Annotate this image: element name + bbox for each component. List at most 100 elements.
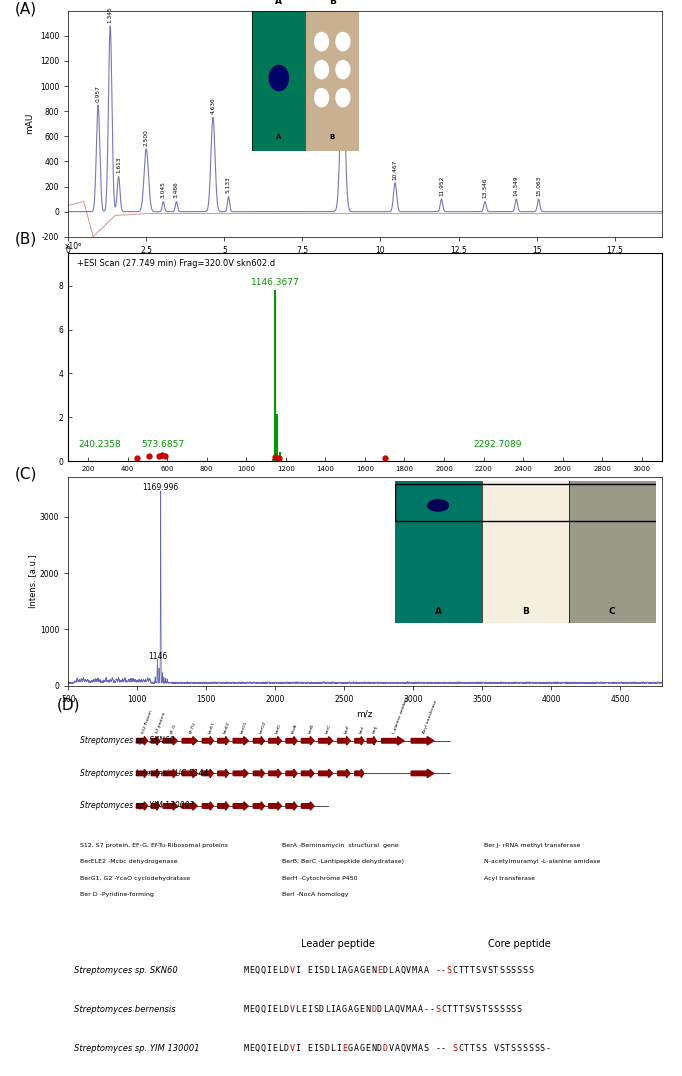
Text: D: D	[284, 1005, 289, 1015]
Y-axis label: mAU: mAU	[25, 113, 34, 134]
Text: N: N	[366, 1005, 370, 1015]
Text: 1.345: 1.345	[108, 6, 113, 23]
Text: L: L	[278, 1005, 283, 1015]
FancyArrow shape	[253, 769, 265, 778]
Text: I: I	[313, 966, 318, 975]
Text: E: E	[272, 1005, 278, 1015]
Text: Q: Q	[255, 1005, 260, 1015]
Text: V: V	[470, 1005, 475, 1015]
Text: S: S	[528, 1045, 533, 1053]
Text: berI: berI	[359, 725, 366, 734]
Text: V: V	[493, 1045, 499, 1053]
FancyArrow shape	[355, 737, 364, 745]
Text: C: C	[453, 966, 458, 975]
Text: berD: berD	[275, 723, 282, 734]
Text: 11.952: 11.952	[439, 175, 444, 196]
Text: N: N	[371, 1045, 376, 1053]
Text: A: A	[412, 1005, 417, 1015]
FancyArrow shape	[301, 769, 314, 778]
FancyArrow shape	[233, 769, 248, 778]
Text: L: L	[383, 1005, 388, 1015]
Text: S: S	[534, 1045, 539, 1053]
Text: M: M	[412, 966, 417, 975]
Text: V: V	[290, 1005, 295, 1015]
FancyArrow shape	[163, 802, 177, 810]
Text: D: D	[383, 966, 388, 975]
Text: L: L	[278, 966, 283, 975]
Text: S: S	[318, 966, 324, 975]
Text: S: S	[318, 1045, 324, 1053]
Text: A: A	[336, 1005, 341, 1015]
Text: berF: berF	[344, 724, 351, 734]
Text: D: D	[377, 1045, 382, 1053]
FancyArrow shape	[136, 737, 147, 745]
Text: E: E	[272, 1045, 278, 1053]
Text: A: A	[417, 1045, 423, 1053]
FancyArrow shape	[286, 802, 297, 810]
FancyArrow shape	[338, 769, 350, 778]
FancyArrow shape	[203, 769, 213, 778]
Text: 240.2358: 240.2358	[78, 440, 121, 449]
FancyArrow shape	[381, 737, 404, 745]
Text: A: A	[417, 1005, 423, 1015]
Text: S: S	[505, 1005, 510, 1015]
FancyArrow shape	[136, 769, 147, 778]
Text: Q: Q	[255, 1045, 260, 1053]
Text: E: E	[249, 1005, 254, 1015]
Text: E: E	[249, 966, 254, 975]
Text: S: S	[476, 1045, 481, 1053]
Text: T: T	[493, 966, 499, 975]
Text: Streptomyces sp. SKN60: Streptomyces sp. SKN60	[80, 736, 175, 746]
Text: Streptomyces bernensis UC 5144: Streptomyces bernensis UC 5144	[80, 769, 208, 778]
Text: E: E	[307, 1045, 312, 1053]
Text: E: E	[366, 966, 370, 975]
Text: A: A	[394, 966, 400, 975]
Text: I: I	[313, 1045, 318, 1053]
Text: 2.500: 2.500	[144, 129, 149, 145]
FancyArrow shape	[301, 737, 314, 745]
Text: B: B	[329, 0, 336, 6]
Text: 573.6857: 573.6857	[141, 440, 185, 449]
Text: Q: Q	[255, 966, 260, 975]
Text: 1.613: 1.613	[116, 157, 121, 173]
Text: Q: Q	[400, 1045, 405, 1053]
Text: 10.467: 10.467	[393, 159, 398, 180]
Text: S: S	[511, 1005, 516, 1015]
Text: V: V	[400, 1005, 405, 1015]
Text: berB: berB	[308, 723, 314, 734]
Text: D: D	[371, 1005, 376, 1015]
Text: S: S	[313, 1005, 318, 1015]
Text: E: E	[301, 1005, 306, 1015]
Text: D: D	[284, 966, 289, 975]
Text: berJ: berJ	[372, 725, 379, 734]
Text: E: E	[366, 1045, 370, 1053]
FancyArrow shape	[269, 802, 282, 810]
Text: 5.133: 5.133	[226, 176, 231, 194]
Text: L: L	[295, 1005, 301, 1015]
Text: Core peptide: Core peptide	[488, 938, 550, 949]
FancyArrow shape	[253, 802, 265, 810]
Text: 13.346: 13.346	[482, 179, 488, 198]
Text: -: -	[441, 1045, 446, 1053]
FancyArrow shape	[286, 769, 297, 778]
Text: Acyl transferase: Acyl transferase	[484, 876, 535, 880]
FancyArrow shape	[203, 802, 213, 810]
Text: S12, S7 protein, EF-G, Ef-Tu-Ribosomal proteins: S12, S7 protein, EF-G, Ef-Tu-Ribosomal p…	[80, 843, 228, 848]
Text: Q: Q	[400, 966, 405, 975]
Text: 8.787: 8.787	[340, 54, 345, 70]
Text: A: A	[354, 1045, 359, 1053]
Text: Streptomyces sp. YIM 130001: Streptomyces sp. YIM 130001	[74, 1045, 200, 1053]
FancyArrow shape	[286, 737, 297, 745]
Text: EF-G: EF-G	[170, 723, 177, 734]
Text: Q: Q	[261, 1005, 266, 1015]
Text: S: S	[435, 1005, 440, 1015]
FancyArrow shape	[218, 802, 229, 810]
Text: T: T	[453, 1005, 458, 1015]
Text: L: L	[278, 1045, 283, 1053]
X-axis label: min: min	[356, 256, 374, 265]
FancyArrow shape	[411, 737, 434, 745]
Text: T: T	[447, 1005, 451, 1015]
Text: L-alanine amidase: L-alanine amidase	[392, 695, 409, 734]
X-axis label: Counts vs. Mass-to-Charge (m/z): Counts vs. Mass-to-Charge (m/z)	[291, 478, 439, 486]
Text: 2292.7089: 2292.7089	[473, 440, 522, 449]
